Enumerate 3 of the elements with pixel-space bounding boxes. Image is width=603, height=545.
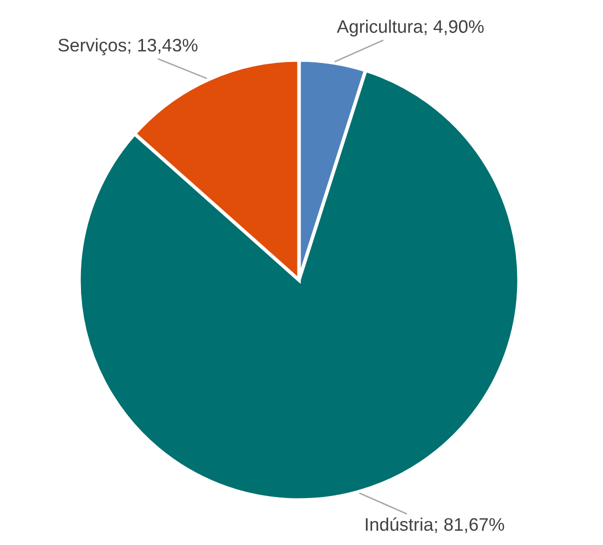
slice-label: Agricultura; 4,90% [336,20,484,37]
slice-label: Serviços; 13,43% [58,38,198,56]
slice-label: Indústria; 81,67% [366,517,504,533]
